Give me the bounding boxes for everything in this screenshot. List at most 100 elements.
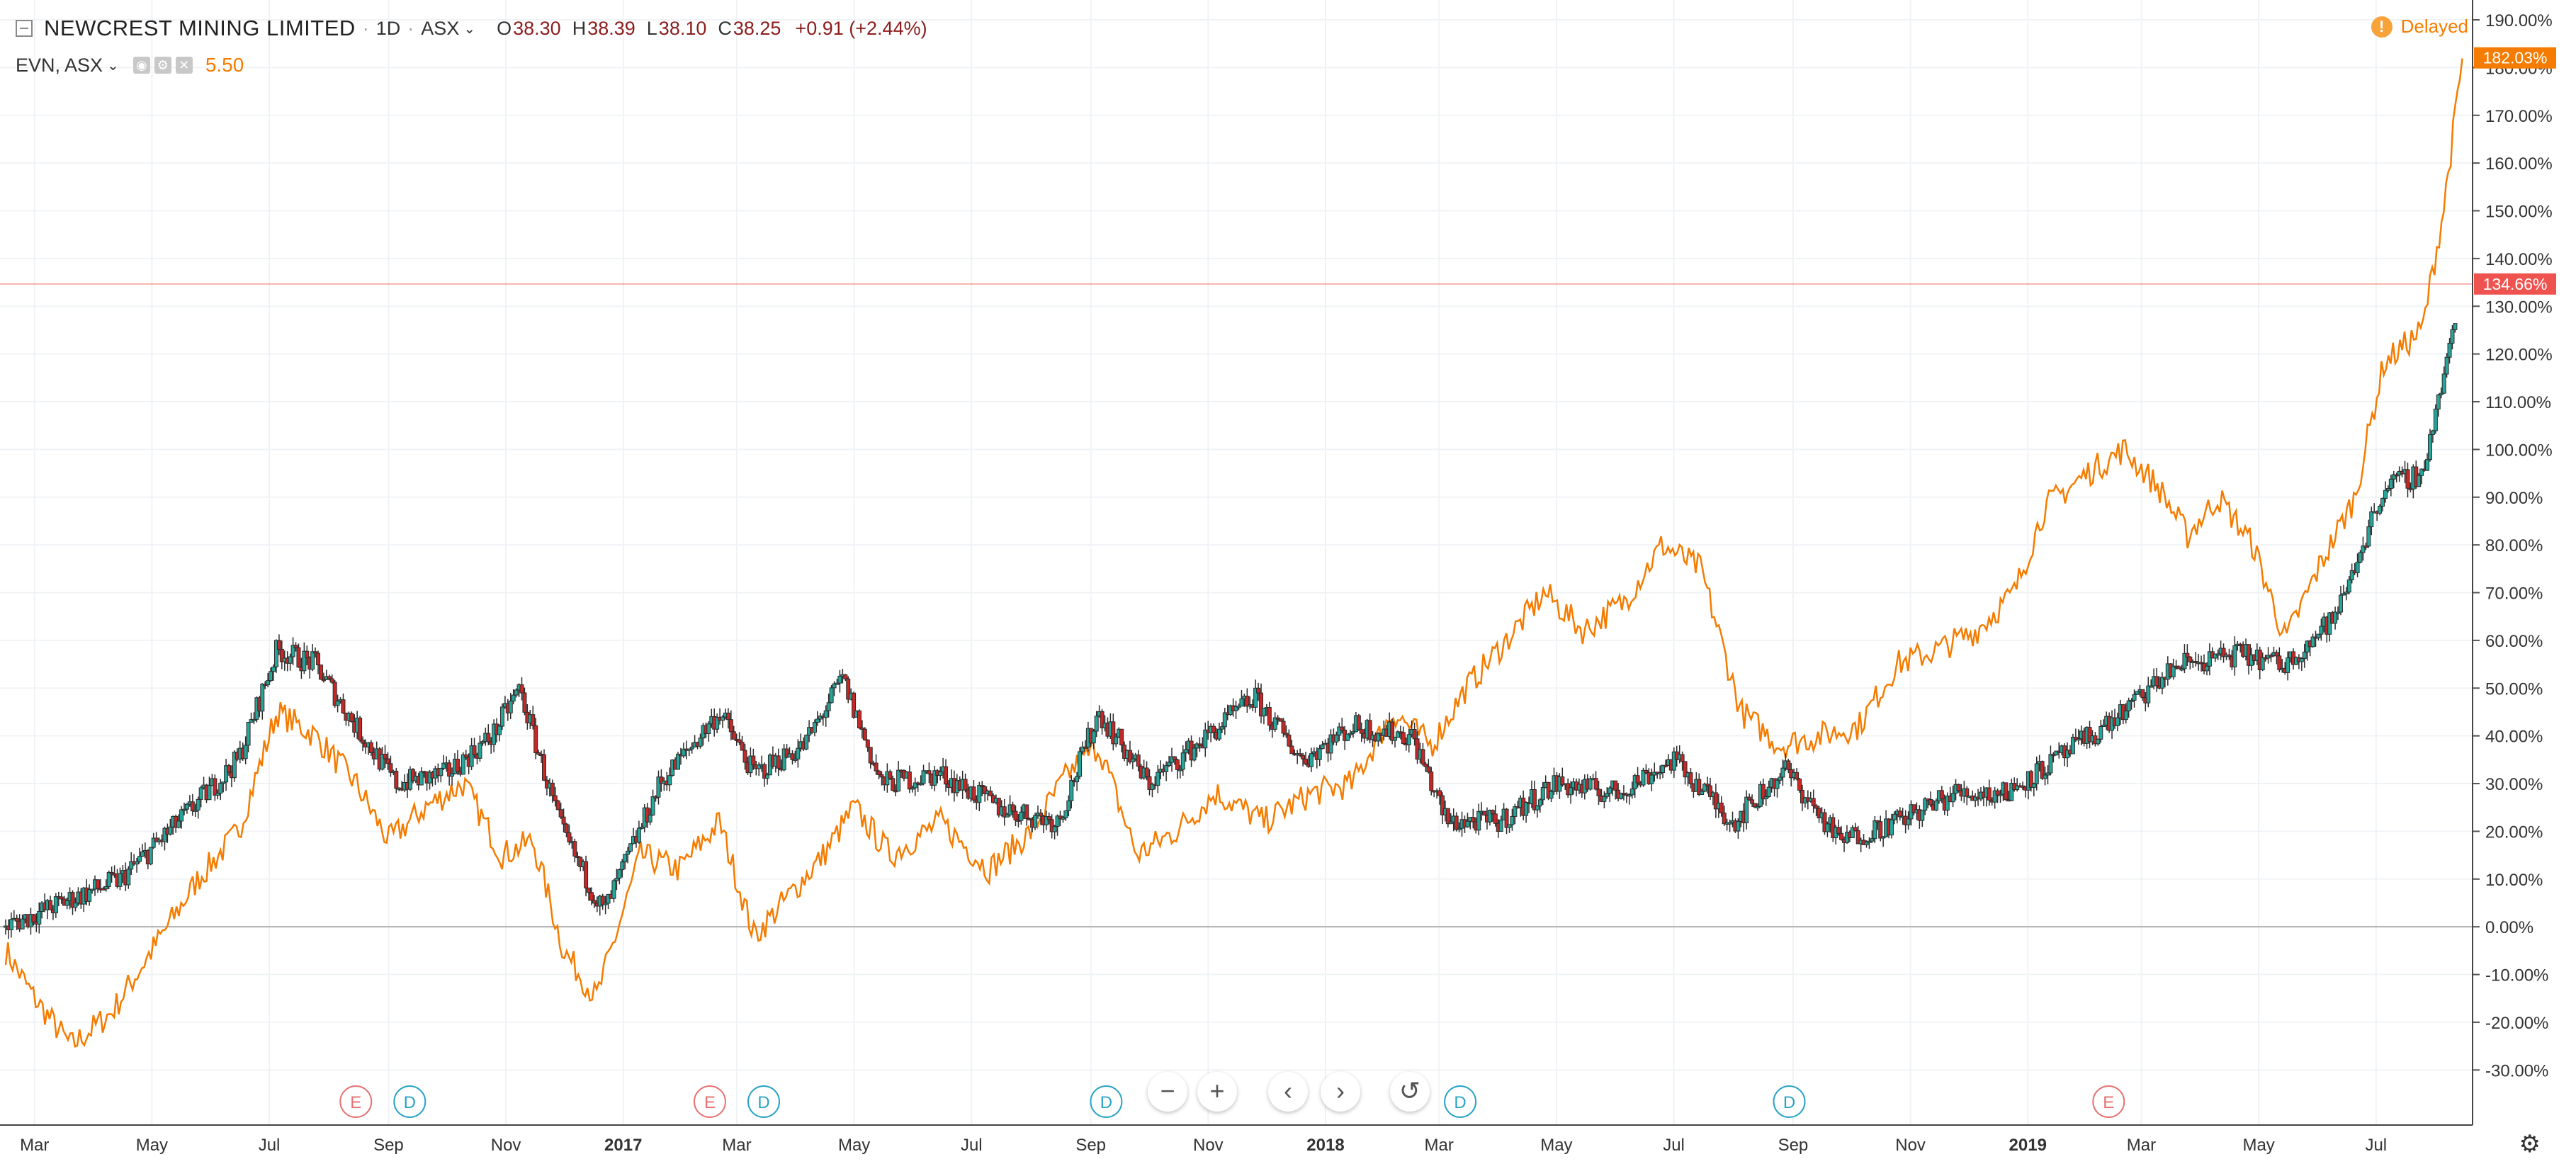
candle-body [358,717,363,741]
candle-body [1493,813,1498,824]
candle-body [1906,818,1911,825]
candle-body [2316,633,2321,638]
chart-settings-gear-icon[interactable]: ⚙ [2519,1131,2541,1158]
candle-body [1119,728,1124,746]
candle-body [179,809,184,822]
symbol-exchange: ASX [421,17,460,39]
y-tick-label: 10.00% [2485,871,2543,890]
candle-body [790,753,795,760]
candle-body [2028,771,2033,788]
candle-body [321,679,326,682]
scroll-left-button[interactable]: ‹ [1268,1072,1308,1112]
candle-body [1114,736,1119,745]
candle-body [2260,657,2265,671]
candle-body [1649,774,1654,784]
candle-body [2185,652,2190,657]
y-axis[interactable]: 190.00%180.00%170.00%160.00%150.00%140.0… [2472,0,2553,1125]
candle-body [1618,793,1623,799]
y-tick-label: -10.00% [2485,966,2548,985]
symbol-name[interactable]: NEWCREST MINING LIMITED [44,16,356,40]
candle-body [2140,689,2145,699]
candle-body [1950,793,1955,803]
candle-body [73,903,78,908]
candle-body [835,682,840,685]
chevron-down-icon[interactable]: ⌄ [463,21,476,37]
candle-body [1872,820,1877,840]
candle-body [1069,779,1074,801]
candle-body [1075,776,1080,783]
candle-body [480,741,485,744]
y-tick-label: 60.00% [2485,632,2543,651]
candle-body [1033,815,1038,828]
candle-body [1359,729,1364,734]
candle-body [913,782,917,789]
reset-chart-button[interactable]: ↺ [1390,1072,1430,1112]
candle-body [2269,655,2273,657]
candle-body [868,747,873,764]
candle-body [224,765,229,783]
candle-body [1078,751,1083,777]
candle-body [1864,841,1869,845]
settings-icon[interactable]: ⚙ [154,57,171,74]
candle-body [218,782,223,794]
zoom-in-button[interactable]: + [1197,1072,1237,1112]
candle-body [1490,810,1495,815]
candle-body [2453,323,2458,330]
candle-body [1334,735,1339,742]
candle-body [2215,653,2220,656]
candle-body [70,892,75,908]
candle-body [1956,784,1961,791]
candle-body [1175,759,1180,770]
candle-body [1658,772,1663,775]
collapse-legend-icon[interactable] [16,20,33,37]
candle-body [751,755,756,766]
last-value-label: 182.03% [2483,49,2548,67]
candle-body [1144,767,1149,777]
candle-body [318,665,323,680]
candle-body [2021,785,2026,788]
candle-body [221,781,226,784]
x-axis[interactable]: Mar May Jul Sep Nov 2017 Mar May Jul Sep Nov 2018 Ma… [0,1124,2473,1155]
candle-body [2430,430,2435,435]
candle-body [1063,810,1068,818]
candle-body [2274,652,2279,657]
candle-body [1304,758,1309,764]
symbol-interval[interactable]: 1D [375,17,401,39]
candle-body [656,776,661,798]
candle-body [1415,738,1420,760]
candle-body [2146,685,2151,704]
event-marker-label: D [1100,1093,1112,1112]
candle-body [419,771,424,786]
visibility-icon[interactable]: ◉ [132,57,150,74]
candle-body [252,718,256,721]
zoom-out-button[interactable]: − [1148,1072,1187,1112]
candle-body [689,746,694,750]
x-tick-label: Jul [259,1136,281,1155]
compare-symbol-name[interactable]: EVN, ASX [16,54,103,76]
candle-body [826,702,831,711]
chevron-down-icon[interactable]: ⌄ [107,57,119,74]
candle-body [639,826,644,829]
x-tick-label: Mar [1425,1136,1454,1155]
candle-body [1376,733,1381,742]
y-tick-label: 100.00% [2485,441,2553,460]
candle-body [1998,793,2003,796]
candle-body [1688,772,1693,784]
candle-body [1680,754,1685,762]
candle-body [273,640,278,667]
candle-body [1661,764,1666,774]
candle-body [698,738,703,747]
candle-body [472,745,477,756]
candle-body [313,651,318,654]
close-label: C [718,17,732,39]
candle-body [1440,795,1445,815]
candle-body [2344,592,2349,594]
scroll-right-button[interactable]: › [1321,1072,1360,1112]
candle-body [1309,753,1314,767]
candle-body [971,786,976,801]
candle-body [1080,746,1085,752]
close-icon[interactable]: ✕ [175,57,193,74]
delayed-badge[interactable]: ! Delayed [2371,16,2468,38]
candle-body [2182,652,2187,669]
